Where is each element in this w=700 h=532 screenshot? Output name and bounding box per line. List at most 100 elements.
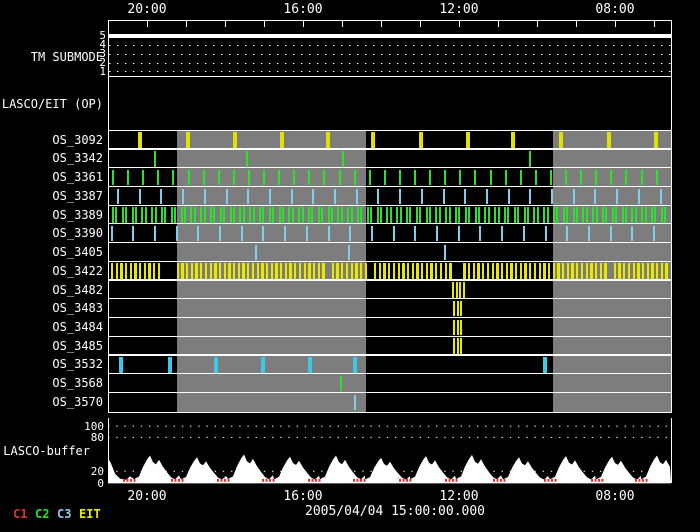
row-separator xyxy=(109,185,671,187)
os-3422-tick xyxy=(519,263,523,279)
os-3390-tick xyxy=(631,225,634,242)
tm-ytick-label: 5 xyxy=(99,29,106,42)
os-3092-tick xyxy=(138,132,142,148)
os-3389-tick xyxy=(259,207,261,223)
os-3422-tick xyxy=(646,263,649,279)
buffer-red-dot xyxy=(174,478,177,482)
os-3422-tick xyxy=(656,263,659,279)
os-3389-tick xyxy=(644,207,647,223)
os-3422-tick xyxy=(242,263,245,279)
os-3389-tick xyxy=(112,207,114,223)
os-3422-tick xyxy=(477,263,480,279)
hour-tick xyxy=(498,21,499,27)
os-3387-tick xyxy=(594,188,597,205)
buffer-red-dot xyxy=(224,478,226,482)
os-3390-tick xyxy=(436,225,438,242)
buffer-red-dot xyxy=(181,478,184,482)
buffer-red-dot xyxy=(363,478,366,482)
os-row-label: OS_3405 xyxy=(52,245,103,260)
tm-gridline xyxy=(109,44,671,46)
row-separator xyxy=(109,298,671,300)
os-3389-tick xyxy=(464,207,467,223)
os-3389-tick xyxy=(327,207,330,223)
time-label-top: 08:00 xyxy=(595,2,635,17)
buffer-red-dot xyxy=(399,478,401,482)
os-3361-tick xyxy=(595,169,598,186)
os-3389-tick xyxy=(429,207,431,223)
hour-tick xyxy=(459,21,460,27)
os-3387-tick xyxy=(464,188,467,205)
os-3422-tick xyxy=(468,263,471,279)
os-3422-tick xyxy=(157,263,161,279)
os-3389-tick xyxy=(337,207,340,223)
buffer-red-dot xyxy=(496,478,499,482)
buffer-red-dot xyxy=(448,478,451,482)
os-3092-tick xyxy=(466,132,470,148)
buffer-red-dot xyxy=(455,478,458,482)
hour-tick xyxy=(303,21,304,27)
os-3390-tick xyxy=(175,225,178,242)
os-3422-tick xyxy=(486,263,490,279)
os-3389-tick xyxy=(311,207,314,223)
os-3422-tick xyxy=(510,263,513,279)
os-3361-tick xyxy=(338,169,341,186)
os-3390-tick xyxy=(284,225,287,242)
os-3389-tick xyxy=(605,207,608,223)
os-3422-tick xyxy=(562,263,565,279)
hour-tick xyxy=(342,21,343,27)
os-3389-tick xyxy=(396,207,399,223)
hour-tick xyxy=(576,21,577,27)
row-separator xyxy=(109,335,671,337)
os-3389-tick xyxy=(288,207,291,223)
os-3092-tick xyxy=(607,132,611,148)
buffer-red-dot xyxy=(269,478,271,482)
os-3387-tick xyxy=(485,188,488,205)
os-3361-tick xyxy=(308,169,311,186)
os-3422-tick xyxy=(515,263,518,279)
os-3361-tick xyxy=(172,169,175,186)
os-3389-tick xyxy=(350,207,353,223)
buffer-ytick-label: 100 xyxy=(84,420,104,434)
os-3361-tick xyxy=(519,169,522,186)
os-3389-tick xyxy=(170,207,173,223)
os-3389-tick xyxy=(425,207,428,223)
hour-tick xyxy=(147,21,148,27)
os-3387-tick xyxy=(572,188,575,205)
buffer-red-dot xyxy=(220,478,223,482)
os-3361-tick xyxy=(187,169,190,186)
os-3422-tick xyxy=(660,263,664,279)
os-3422-tick xyxy=(143,263,147,279)
os-3387-tick xyxy=(117,188,119,205)
os-3389-tick xyxy=(474,207,477,223)
os-3389-tick xyxy=(161,207,163,223)
os-3422-tick xyxy=(200,263,203,279)
row-separator xyxy=(109,223,671,225)
os-3387-tick xyxy=(290,188,293,205)
os-3389-tick xyxy=(664,207,667,223)
os-3361-tick xyxy=(549,169,552,186)
os-3389-tick xyxy=(399,207,402,223)
os-3483-tick xyxy=(456,300,459,317)
os-row-label: OS_3482 xyxy=(52,282,103,297)
os-3422-tick xyxy=(284,263,288,279)
os-3422-tick xyxy=(637,263,640,279)
buffer-red-dot xyxy=(598,478,600,482)
os-3389-tick xyxy=(585,207,588,223)
buffer-red-dot xyxy=(318,478,321,482)
os-3361-tick xyxy=(444,169,447,186)
os-3387-tick xyxy=(377,188,380,205)
os-3389-tick xyxy=(272,207,275,223)
os-3389-tick xyxy=(180,207,183,223)
hour-tick xyxy=(225,21,226,27)
os-3422-tick xyxy=(228,263,231,279)
os-3389-tick xyxy=(331,207,333,223)
os-3422-tick xyxy=(364,263,367,279)
os-3361-tick xyxy=(504,169,507,186)
os-3092-tick xyxy=(280,132,284,148)
os-rows-panel-box xyxy=(108,130,672,413)
os-3389-tick xyxy=(435,207,438,223)
os-3422-tick xyxy=(538,263,541,279)
os-3389-tick xyxy=(595,207,598,223)
hour-tick xyxy=(186,21,187,27)
